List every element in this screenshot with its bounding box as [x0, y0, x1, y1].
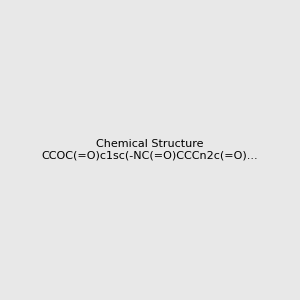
Text: Chemical Structure
CCOC(=O)c1sc(-NC(=O)CCCn2c(=O)...: Chemical Structure CCOC(=O)c1sc(-NC(=O)C… — [42, 139, 258, 161]
